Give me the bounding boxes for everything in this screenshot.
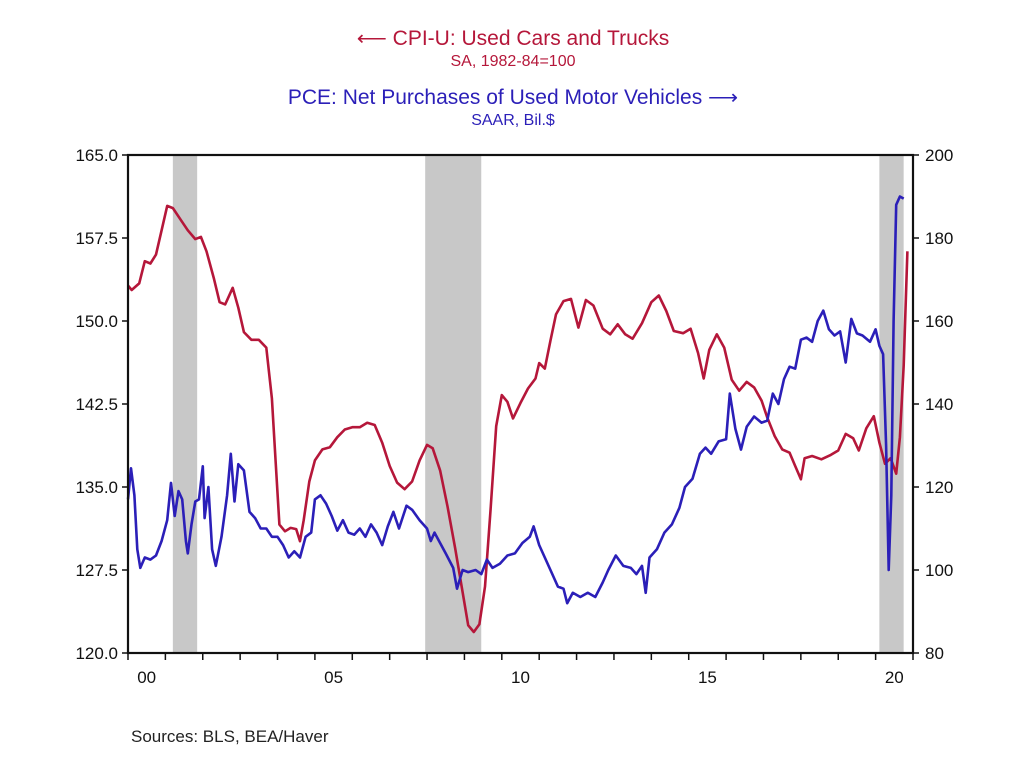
left-y-tick-label: 135.0 — [75, 478, 118, 497]
left-y-tick-label: 127.5 — [75, 561, 118, 580]
x-tick-label: 15 — [698, 668, 717, 687]
x-tick-label: 05 — [324, 668, 343, 687]
x-axis: 00 05 10 15 20 — [127, 653, 914, 687]
left-y-tick-label: 120.0 — [75, 644, 118, 663]
right-y-tick-label: 120 — [925, 478, 953, 497]
left-y-tick-label: 150.0 — [75, 312, 118, 331]
right-y-tick-label: 100 — [925, 561, 953, 580]
recession-band — [172, 155, 198, 653]
right-y-tick-label: 160 — [925, 312, 953, 331]
right-y-tick-label: 140 — [925, 395, 953, 414]
right-y-axis: 80 100 120 140 160 180 200 — [913, 146, 953, 663]
legend-pce-subtitle: SAAR, Bil.$ — [471, 112, 555, 129]
series-lines — [126, 195, 909, 634]
recession-bands — [172, 155, 904, 653]
x-tick-label: 20 — [885, 668, 904, 687]
right-y-tick-label: 200 — [925, 146, 953, 165]
recession-band — [425, 155, 482, 653]
left-y-tick-label: 165.0 — [75, 146, 118, 165]
legend-pce: PCE: Net Purchases of Used Motor Vehicle… — [0, 85, 1026, 110]
sources-note: Sources: BLS, BEA/Haver — [131, 727, 329, 746]
legend-pce-title: PCE: Net Purchases of Used Motor Vehicle… — [287, 86, 703, 109]
legend-cpi: ⟵ CPI-U: Used Cars and Trucks — [0, 26, 1026, 51]
left-y-tick-label: 157.5 — [75, 229, 118, 248]
x-tick-label: 00 — [137, 668, 156, 687]
pce-used-vehicles-line — [126, 195, 905, 605]
left-arrow-icon: ⟵ — [356, 27, 387, 50]
legend-cpi-title: CPI-U: Used Cars and Trucks — [392, 27, 670, 50]
legend-cpi-subtitle: SA, 1982-84=100 — [450, 53, 576, 70]
right-y-tick-label: 80 — [925, 644, 944, 663]
right-arrow-icon: ⟶ — [708, 86, 739, 109]
left-y-tick-label: 142.5 — [75, 395, 118, 414]
cpi-used-cars-line — [127, 204, 909, 634]
x-tick-label: 10 — [511, 668, 530, 687]
left-y-axis: 120.0 127.5 135.0 142.5 150.0 157.5 165.0 — [75, 146, 128, 663]
right-y-tick-label: 180 — [925, 229, 953, 248]
